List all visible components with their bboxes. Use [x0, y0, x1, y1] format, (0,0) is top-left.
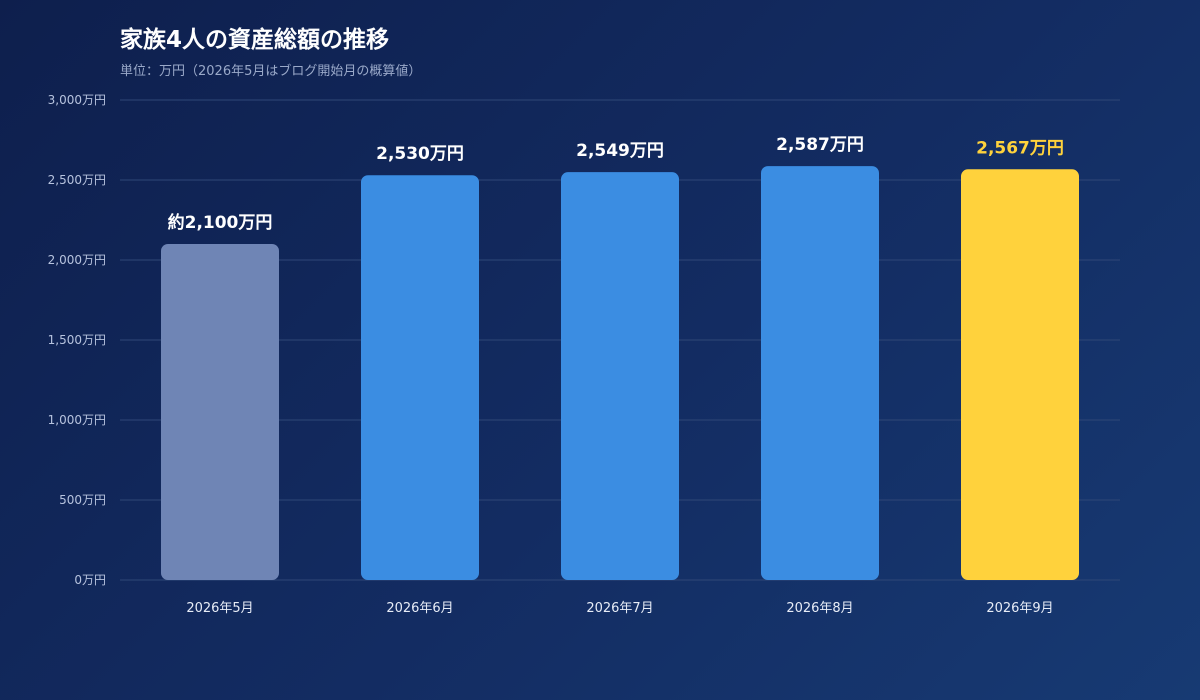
value-label: 2,567万円	[976, 138, 1064, 158]
y-tick-label: 500万円	[59, 493, 106, 507]
chart-subtitle: 単位：万円（2026年5月はブログ開始月の概算値）	[120, 64, 422, 79]
x-axis-ticks: 2026年5月 2026年6月 2026年7月 2026年8月 2026年9月	[186, 601, 1053, 616]
bar-3	[561, 172, 679, 580]
bars	[161, 166, 1079, 580]
x-tick-label: 2026年5月	[186, 601, 253, 616]
value-label: 約2,100万円	[168, 212, 273, 233]
y-tick-label: 0万円	[74, 573, 106, 587]
y-tick-label: 2,500万円	[48, 173, 106, 187]
value-label: 2,587万円	[776, 135, 864, 155]
bar-2	[361, 175, 479, 580]
bar-1	[161, 244, 279, 580]
value-label: 2,549万円	[576, 141, 664, 161]
x-tick-label: 2026年7月	[586, 601, 653, 616]
y-tick-label: 1,500万円	[48, 333, 106, 347]
chart-title: 家族4人の資産総額の推移	[120, 27, 390, 53]
bar-4	[761, 166, 879, 580]
value-label: 2,530万円	[376, 144, 464, 164]
x-tick-label: 2026年8月	[786, 601, 853, 616]
x-tick-label: 2026年6月	[386, 601, 453, 616]
bar-5	[961, 169, 1079, 580]
y-axis-ticks: 0万円 500万円 1,000万円 1,500万円 2,000万円 2,500万円 3,00…	[48, 93, 106, 587]
y-tick-label: 1,000万円	[48, 413, 106, 427]
y-tick-label: 2,000万円	[48, 253, 106, 267]
y-tick-label: 3,000万円	[48, 93, 106, 107]
x-tick-label: 2026年9月	[986, 601, 1053, 616]
value-labels: 約2,100万円 2,530万円 2,549万円 2,587万円 2,567万円	[168, 135, 1064, 233]
